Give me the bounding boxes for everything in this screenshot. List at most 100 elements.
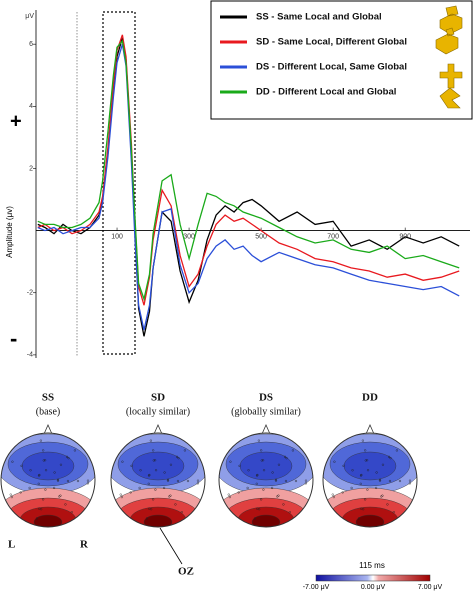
electrode xyxy=(176,479,180,483)
right-label: R xyxy=(80,539,89,551)
legend-label: SD - Same Local, Different Global xyxy=(256,37,407,48)
left-label: L xyxy=(8,539,15,551)
electrode xyxy=(262,488,265,491)
electrode xyxy=(58,495,61,498)
blue-region xyxy=(239,451,293,481)
y-tick-label: -4 xyxy=(27,352,33,359)
electrode xyxy=(56,478,60,482)
electrode xyxy=(274,478,278,482)
electrode xyxy=(168,495,171,498)
legend-box xyxy=(210,0,473,120)
electrode xyxy=(53,471,56,474)
electrode xyxy=(154,488,157,491)
electrode xyxy=(357,517,361,520)
electrode xyxy=(29,469,32,472)
x-tick-label: 300 xyxy=(183,233,195,240)
legend-icon xyxy=(439,5,463,35)
series-line xyxy=(37,34,460,306)
electrode xyxy=(52,486,56,490)
condition-sublabel: (base) xyxy=(36,406,60,417)
electrode xyxy=(138,486,141,490)
electrode xyxy=(227,493,230,496)
topomap: SD (locally similar) xyxy=(110,392,206,528)
electrode xyxy=(150,508,153,511)
nose xyxy=(365,424,375,435)
electrode xyxy=(284,479,288,483)
electrode xyxy=(42,459,45,462)
electrode xyxy=(341,491,344,494)
electrode xyxy=(258,508,261,511)
electrode xyxy=(38,473,41,477)
electrode xyxy=(38,507,41,510)
electrode xyxy=(175,455,179,458)
electrode xyxy=(177,457,180,460)
electrode xyxy=(129,491,132,494)
head xyxy=(1,433,95,527)
electrode xyxy=(274,479,278,482)
legend-label: DD - Different Local and Global xyxy=(256,87,396,98)
electrode xyxy=(20,464,23,467)
electrode xyxy=(149,439,152,442)
electrode xyxy=(196,479,200,482)
legend-label: DS - Different Local, Same Global xyxy=(256,62,407,73)
electrode xyxy=(333,460,336,463)
electrode xyxy=(56,479,60,482)
electrode xyxy=(152,498,155,501)
electrode xyxy=(39,439,42,442)
electrode xyxy=(364,459,367,462)
electrode xyxy=(147,482,150,485)
electrode xyxy=(260,449,263,452)
electrode xyxy=(304,479,308,482)
condition-label: DS xyxy=(259,392,273,404)
electrode xyxy=(262,459,265,462)
electrode xyxy=(351,469,354,472)
red-region xyxy=(355,514,385,527)
electrode xyxy=(256,473,259,477)
colorbar-label: -7.00 μV xyxy=(303,584,330,591)
nose xyxy=(153,424,163,435)
colorbar xyxy=(315,574,431,582)
electrode xyxy=(148,473,151,477)
electrode xyxy=(387,455,391,458)
electrode-pointer xyxy=(159,527,183,565)
colorbar-label: 7.00 μV xyxy=(418,584,443,591)
colorbar-label: 0.00 μV xyxy=(361,584,386,591)
electrode xyxy=(65,455,69,458)
electrode xyxy=(364,498,367,501)
electrode xyxy=(374,486,378,490)
electrode xyxy=(364,449,367,452)
electrode xyxy=(139,469,142,472)
electrode xyxy=(130,464,133,467)
topomap: DS (globally similar) xyxy=(218,392,314,528)
electrode xyxy=(19,491,22,494)
electrode xyxy=(145,517,149,520)
legend-icon xyxy=(439,63,463,89)
electrode xyxy=(246,486,249,490)
y-tick-label: 2 xyxy=(29,165,33,172)
electrode xyxy=(44,488,47,491)
red-region xyxy=(143,514,173,527)
electrode xyxy=(154,469,158,472)
electrode xyxy=(44,469,48,472)
head-outline xyxy=(0,432,96,528)
electrode xyxy=(388,479,392,483)
series-line xyxy=(37,44,460,331)
topomap: SS (base) xyxy=(0,392,96,528)
head xyxy=(219,433,313,527)
electrode xyxy=(37,482,40,485)
electrode xyxy=(361,439,364,442)
electrode xyxy=(196,482,199,485)
electrode xyxy=(152,449,155,452)
time-label: 115 ms xyxy=(359,561,385,570)
series-line xyxy=(37,39,460,302)
electrode xyxy=(342,464,345,467)
electrode xyxy=(331,493,334,496)
x-tick-label: 100 xyxy=(111,233,123,240)
electrode xyxy=(166,479,170,482)
electrode xyxy=(350,486,353,490)
electrode xyxy=(166,478,170,482)
electrode xyxy=(152,459,155,462)
legend-label: SS - Same Local and Global xyxy=(256,12,382,23)
window-box xyxy=(102,11,136,355)
electrode xyxy=(389,457,392,460)
